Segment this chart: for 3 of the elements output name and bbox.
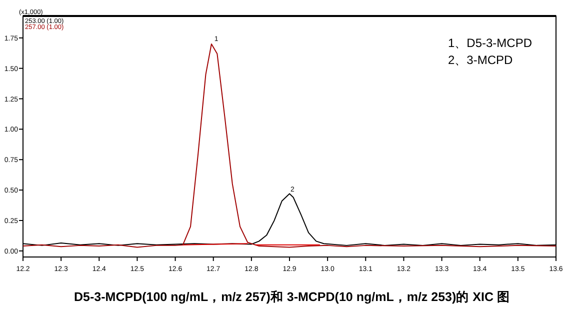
text: D5-3-MCPD(100 ng/mL，m/z 257)和 3-MCPD(10 ng/mL，m/z 253)的 XIC 图 [74,289,510,304]
annotation: 1、D5-3-MCPD [448,36,532,50]
annotation: 2、3-MCPD [448,53,514,67]
